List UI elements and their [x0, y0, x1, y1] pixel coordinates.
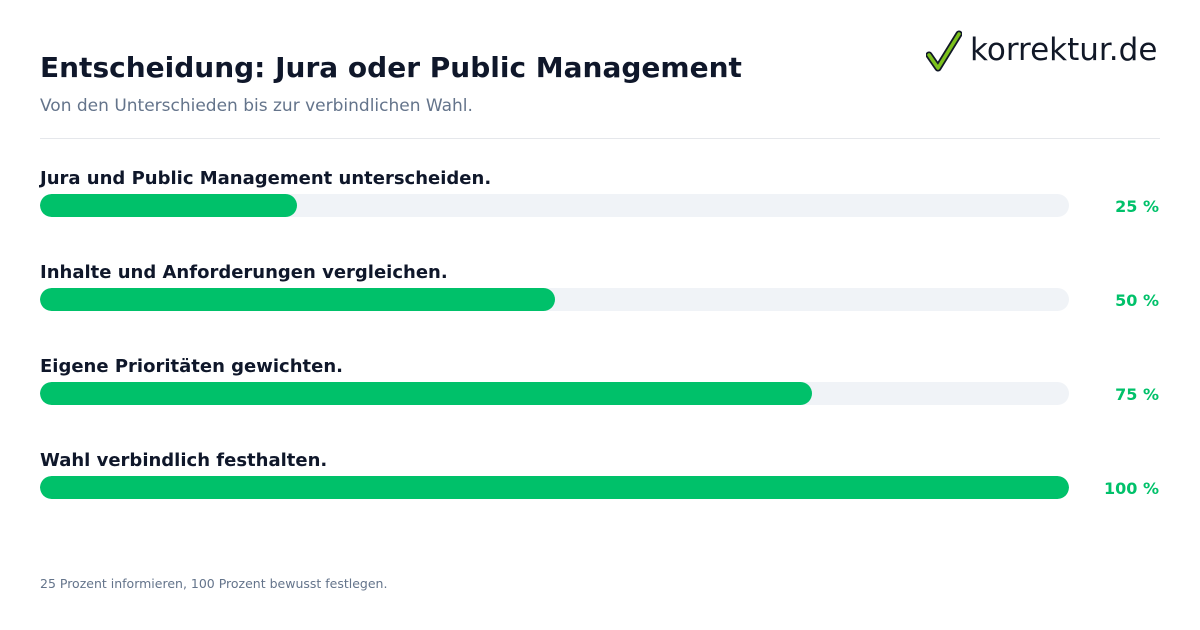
progress-row-label: Wahl verbindlich festhalten.: [40, 450, 328, 471]
progress-bar: [40, 382, 812, 405]
progress-row: Wahl verbindlich festhalten. 100 %: [40, 445, 1160, 539]
check-icon: [926, 30, 962, 72]
progress-track: [40, 288, 1069, 311]
progress-value-label: 50 %: [1115, 291, 1159, 310]
progress-row-label: Jura und Public Management unterscheiden…: [40, 168, 492, 189]
logo-wordmark: korrektur.de: [970, 32, 1158, 68]
progress-value-label: 25 %: [1115, 197, 1159, 216]
progress-bar: [40, 288, 555, 311]
header-divider: [40, 138, 1160, 139]
progress-track: [40, 476, 1069, 499]
progress-bar: [40, 194, 298, 217]
progress-row: Jura und Public Management unterscheiden…: [40, 163, 1160, 257]
page-title: Entscheidung: Jura oder Public Managemen…: [40, 51, 742, 84]
progress-row: Inhalte und Anforderungen vergleichen. 50…: [40, 257, 1160, 351]
progress-bar: [40, 476, 1069, 499]
progress-row: Eigene Prioritäten gewichten. 75 %: [40, 351, 1160, 445]
progress-row-label: Eigene Prioritäten gewichten.: [40, 356, 343, 377]
chart-footnote: 25 Prozent informieren, 100 Prozent bewu…: [40, 576, 388, 591]
progress-chart: Jura und Public Management unterscheiden…: [40, 163, 1160, 539]
progress-value-label: 100 %: [1104, 479, 1159, 498]
progress-row-label: Inhalte und Anforderungen vergleichen.: [40, 262, 448, 283]
page-subtitle: Von den Unterschieden bis zur verbindlic…: [40, 96, 473, 116]
check-icon-fill: [927, 32, 961, 70]
progress-value-label: 75 %: [1115, 385, 1159, 404]
progress-track: [40, 382, 1069, 405]
progress-track: [40, 194, 1069, 217]
korrektur-logo[interactable]: korrektur.de: [926, 30, 1166, 74]
